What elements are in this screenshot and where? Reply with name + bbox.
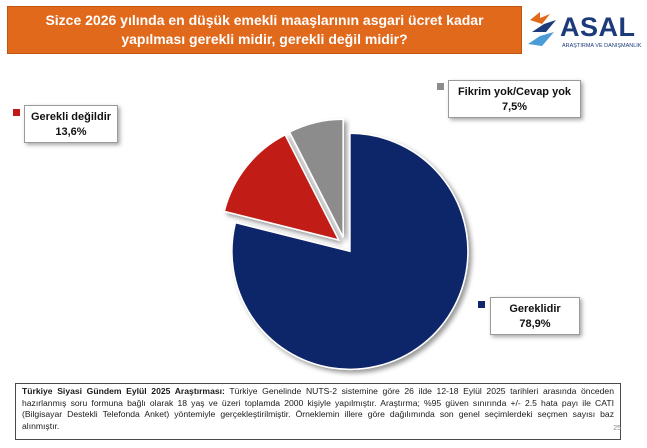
- slice-value: 13,6%: [55, 126, 87, 138]
- pie-chart: [223, 118, 469, 371]
- study-description: Türkiye Genelinde NUTS-2 sistemine göre …: [22, 386, 614, 431]
- pie-slice-gerekli-degildir: [223, 133, 341, 242]
- pie-slice-gereklidir: [231, 132, 469, 371]
- asal-logo: ASAL ARAŞTIRMA VE DANIŞMANLIK: [524, 8, 644, 52]
- slice-label: Gereklidir: [509, 303, 561, 315]
- marker-gerekli-degildir: [13, 109, 20, 116]
- pie-slice-fikrim-yok: [288, 118, 344, 238]
- chart-title: Sizce 2026 yılında en düşük emekli maaşl…: [45, 12, 484, 47]
- callout-gereklidir: Gereklidir 78,9%: [490, 297, 580, 335]
- methodology-note: Türkiye Siyasi Gündem Eylül 2025 Araştır…: [15, 383, 621, 440]
- callout-fikrim-yok: Fikrim yok/Cevap yok 7,5%: [448, 80, 581, 118]
- slice-label: Gerekli değildir: [30, 111, 112, 123]
- slice-label: Fikrim yok/Cevap yok: [457, 86, 572, 98]
- study-title: Türkiye Siyasi Gündem Eylül 2025 Araştır…: [22, 386, 225, 396]
- title-banner: Sizce 2026 yılında en düşük emekli maaşl…: [7, 6, 522, 54]
- logo-tagline: ARAŞTIRMA VE DANIŞMANLIK: [562, 43, 642, 49]
- logo-mark-icon: [528, 12, 556, 46]
- callout-gerekli-degildir: Gerekli değildir 13,6%: [24, 105, 118, 143]
- marker-gereklidir: [478, 301, 485, 308]
- logo-wordmark: ASAL: [560, 12, 636, 42]
- slice-value: 7,5%: [501, 101, 528, 113]
- slice-value: 78,9%: [519, 318, 551, 330]
- marker-fikrim-yok: [437, 83, 444, 90]
- page-number: 25: [613, 425, 621, 432]
